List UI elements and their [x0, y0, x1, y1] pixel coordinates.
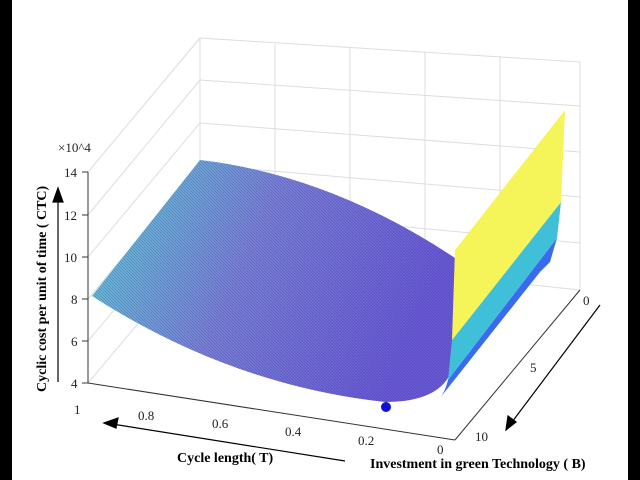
- y-tick: 0: [583, 293, 590, 308]
- z-tick: 4: [71, 376, 78, 391]
- x-axis-label: Cycle length( T): [177, 451, 274, 466]
- surface-wall-blue: [440, 238, 557, 398]
- z-tick: 8: [71, 292, 78, 307]
- x-tick: 0.4: [285, 424, 302, 439]
- x-tick: 0.6: [212, 416, 229, 431]
- t-arrow-head: [102, 417, 119, 429]
- x-tick: 0.8: [138, 408, 154, 423]
- plot-area: ×10^4 14 12 10 8 6 4 1 0.8 0.6 0.4 0.2 0…: [12, 0, 628, 480]
- surface-wall-cyan: [448, 202, 561, 380]
- x-tick: 0: [437, 442, 444, 457]
- axes-lines: [82, 171, 581, 441]
- axis-arrows: [52, 186, 601, 462]
- optimum-marker: [381, 402, 391, 412]
- surface-plot: ×10^4 14 12 10 8 6 4 1 0.8 0.6 0.4 0.2 0…: [35, 37, 601, 472]
- x-tick: 0.2: [358, 433, 374, 448]
- z-multiplier: ×10^4: [58, 140, 91, 155]
- surface-wall-yellow: [452, 110, 565, 340]
- z-tick: 12: [64, 208, 77, 223]
- t-arrow: [111, 423, 346, 462]
- y-tick: 5: [530, 360, 537, 375]
- z-axis-label: Cyclic cost per unit of time ( CTC): [35, 185, 50, 392]
- b-arrow: [511, 304, 601, 423]
- z-tick: 6: [71, 334, 78, 349]
- surface-main-mesh: [92, 160, 455, 402]
- z-tick: 14: [64, 165, 78, 180]
- b-arrow-head: [505, 414, 517, 432]
- z-arrow-head: [52, 186, 64, 203]
- z-tick: 10: [64, 250, 77, 265]
- x-tick: 1: [74, 402, 81, 417]
- y-axis-label: Investment in green Technology ( B): [370, 457, 586, 472]
- y-tick: 10: [475, 429, 488, 444]
